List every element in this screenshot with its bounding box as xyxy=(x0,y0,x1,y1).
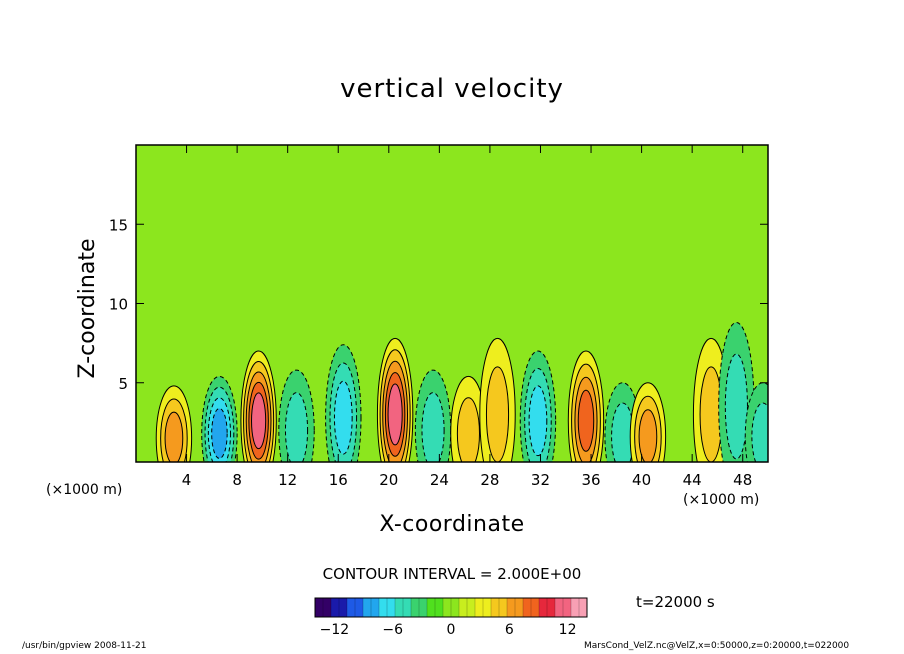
colorbar-tick-label: −12 xyxy=(320,622,350,638)
y-axis-title: Z-coordinate xyxy=(75,239,100,379)
colorbar-tick-label: 6 xyxy=(505,622,514,638)
heatmap-cell xyxy=(251,392,267,450)
contour-interval-label: CONTOUR INTERVAL = 2.000E+00 xyxy=(322,565,582,583)
x-tick-label: 40 xyxy=(632,471,651,489)
heatmap-cell xyxy=(211,408,228,459)
colorbar-swatch xyxy=(347,598,364,617)
heatmap-cell xyxy=(528,385,548,457)
heatmap-cell xyxy=(421,392,445,462)
heatmap-cell xyxy=(333,380,353,455)
colorbar-tick-label: 0 xyxy=(447,622,456,638)
heatmap-cell xyxy=(387,383,403,446)
colorbar-swatch xyxy=(571,598,588,617)
x-tick-label: 28 xyxy=(480,471,499,489)
x-tick-label: 20 xyxy=(379,471,398,489)
x-tick-label: 4 xyxy=(182,471,192,489)
y-tick-label: 5 xyxy=(118,375,128,393)
colorbar-swatch xyxy=(523,598,540,617)
heatmap-cell xyxy=(456,397,480,462)
colorbar-tick-label: −6 xyxy=(382,622,403,638)
heatmap-cell xyxy=(724,353,748,460)
heatmap-cell xyxy=(485,366,510,462)
colorbar-swatch xyxy=(443,598,460,617)
colorbar-swatch xyxy=(363,598,380,617)
colorbar-swatch xyxy=(331,598,348,617)
heatmap-cell xyxy=(638,409,658,462)
x-tick-label: 36 xyxy=(581,471,600,489)
colorbar-swatch xyxy=(475,598,492,617)
heatmap-cell xyxy=(577,389,595,452)
y-tick-label: 15 xyxy=(109,216,128,234)
colorbar-swatch xyxy=(491,598,508,617)
y-tick-label: 10 xyxy=(109,296,128,314)
colorbar-swatch xyxy=(507,598,524,617)
colorbar-swatch xyxy=(539,598,556,617)
heatmap-cells xyxy=(155,322,768,462)
colorbar-swatch xyxy=(459,598,476,617)
colorbar-swatch xyxy=(427,598,444,617)
x-tick-label: 8 xyxy=(232,471,242,489)
colorbar-swatch xyxy=(411,598,428,617)
x-axis-unit-left: (×1000 m) xyxy=(46,482,123,498)
heatmap-cell xyxy=(164,411,184,462)
footer-left: /usr/bin/gpview 2008-11-21 xyxy=(22,641,147,651)
colorbar-swatch xyxy=(379,598,396,617)
x-axis-unit-right: (×1000 m) xyxy=(683,492,760,508)
colorbar-swatch xyxy=(315,598,332,617)
time-label: t=22000 s xyxy=(636,593,715,611)
x-tick-label: 48 xyxy=(733,471,752,489)
colorbar-swatch xyxy=(555,598,572,617)
colorbar-frame xyxy=(314,597,588,618)
colorbar-tick-label: 12 xyxy=(559,622,577,638)
chart-title: vertical velocity xyxy=(340,74,564,104)
footer-right: MarsCond_VelZ.nc@VelZ,x=0:50000,z=0:2000… xyxy=(584,641,850,651)
heatmap-cell xyxy=(751,402,768,462)
colorbar-swatch xyxy=(395,598,412,617)
x-axis-title: X-coordinate xyxy=(379,512,525,537)
x-tick-label: 32 xyxy=(531,471,550,489)
x-tick-label: 24 xyxy=(430,471,449,489)
x-tick-label: 44 xyxy=(683,471,702,489)
x-tick-label: 12 xyxy=(278,471,297,489)
heatmap-cell xyxy=(284,392,309,462)
x-tick-label: 16 xyxy=(329,471,348,489)
